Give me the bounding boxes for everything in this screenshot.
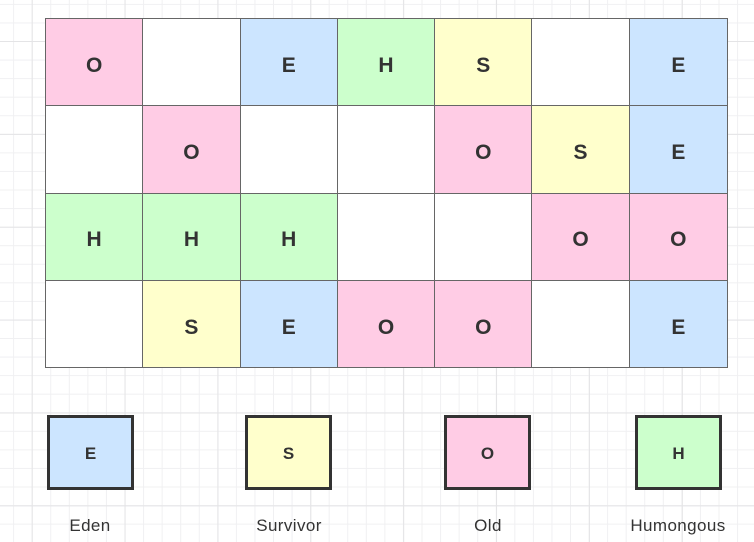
grid-cell-r3-c5[interactable] (435, 193, 533, 281)
grid-cell-r3-c7[interactable]: O (629, 193, 727, 281)
cell-letter: E (671, 53, 686, 77)
grid-cell-r3-c1[interactable]: H (46, 193, 144, 281)
grid-cell-r3-c3[interactable]: H (240, 193, 338, 281)
grid-cell-r4-c7[interactable]: E (629, 281, 727, 367)
grid-cell-r4-c4[interactable]: O (337, 281, 436, 367)
grid-cell-r1-c5[interactable]: S (435, 19, 533, 106)
legend-letter-eden: E (84, 443, 97, 463)
legend-box-humongous[interactable]: H (635, 415, 722, 490)
grid-cell-r1-c1[interactable]: O (46, 19, 144, 106)
legend-label-eden: Eden (69, 515, 111, 535)
legend-label-humongous: Humongous (630, 515, 726, 535)
cell-letter: H (86, 228, 102, 252)
cell-letter: H (378, 53, 394, 77)
cell-letter: E (671, 315, 686, 339)
legend-box-old[interactable]: O (444, 415, 531, 490)
grid-cell-r1-c2[interactable] (143, 19, 241, 106)
legend-box-survivor[interactable]: S (245, 415, 332, 490)
cell-letter: O (85, 53, 103, 77)
grid-cell-r2-c5[interactable]: O (435, 106, 533, 194)
grid-cell-r2-c7[interactable]: E (629, 106, 727, 194)
cell-letter: H (281, 228, 297, 252)
legend-label-old: Old (474, 515, 502, 535)
cell-letter: E (671, 140, 686, 164)
grid-cell-r1-c6[interactable] (532, 19, 630, 106)
grid-cell-r1-c3[interactable]: E (240, 19, 338, 106)
puzzle-grid: O E H S E O O S E H H H O O S E O O E (45, 18, 728, 368)
cell-letter: S (184, 315, 199, 339)
legend-letter-old: O (480, 443, 495, 463)
grid-cell-r2-c4[interactable] (337, 106, 436, 194)
cell-letter: O (475, 315, 492, 339)
grid-cell-r3-c4[interactable] (337, 193, 436, 281)
cell-letter: O (183, 140, 200, 164)
cell-letter: E (281, 315, 296, 339)
cell-letter: S (573, 140, 588, 164)
cell-letter: H (183, 228, 199, 252)
legend-letter-survivor: S (282, 443, 295, 463)
grid-cell-r2-c1[interactable] (46, 106, 144, 194)
cell-letter: E (281, 53, 296, 77)
grid-cell-r2-c3[interactable] (240, 106, 338, 194)
grid-cell-r2-c2[interactable]: O (143, 106, 241, 194)
cell-letter: O (377, 315, 395, 339)
cell-letter: O (670, 228, 687, 252)
legend-box-eden[interactable]: E (47, 415, 134, 490)
grid-cell-r1-c4[interactable]: H (337, 19, 436, 106)
cell-letter: O (475, 140, 492, 164)
cell-letter: O (572, 228, 589, 252)
grid-cell-r4-c6[interactable] (532, 281, 630, 367)
legend-label-survivor: Survivor (256, 515, 322, 535)
grid-cell-r4-c1[interactable] (46, 281, 144, 367)
grid-cell-r3-c2[interactable]: H (143, 193, 241, 281)
grid-cell-r2-c6[interactable]: S (532, 106, 630, 194)
legend-letter-humongous: H (672, 443, 685, 463)
cell-letter: S (476, 53, 491, 77)
grid-cell-r1-c7[interactable]: E (629, 19, 727, 106)
grid-cell-r3-c6[interactable]: O (532, 193, 630, 281)
grid-cell-r4-c5[interactable]: O (435, 281, 533, 367)
grid-cell-r4-c2[interactable]: S (143, 281, 241, 367)
grid-cell-r4-c3[interactable]: E (240, 281, 338, 367)
